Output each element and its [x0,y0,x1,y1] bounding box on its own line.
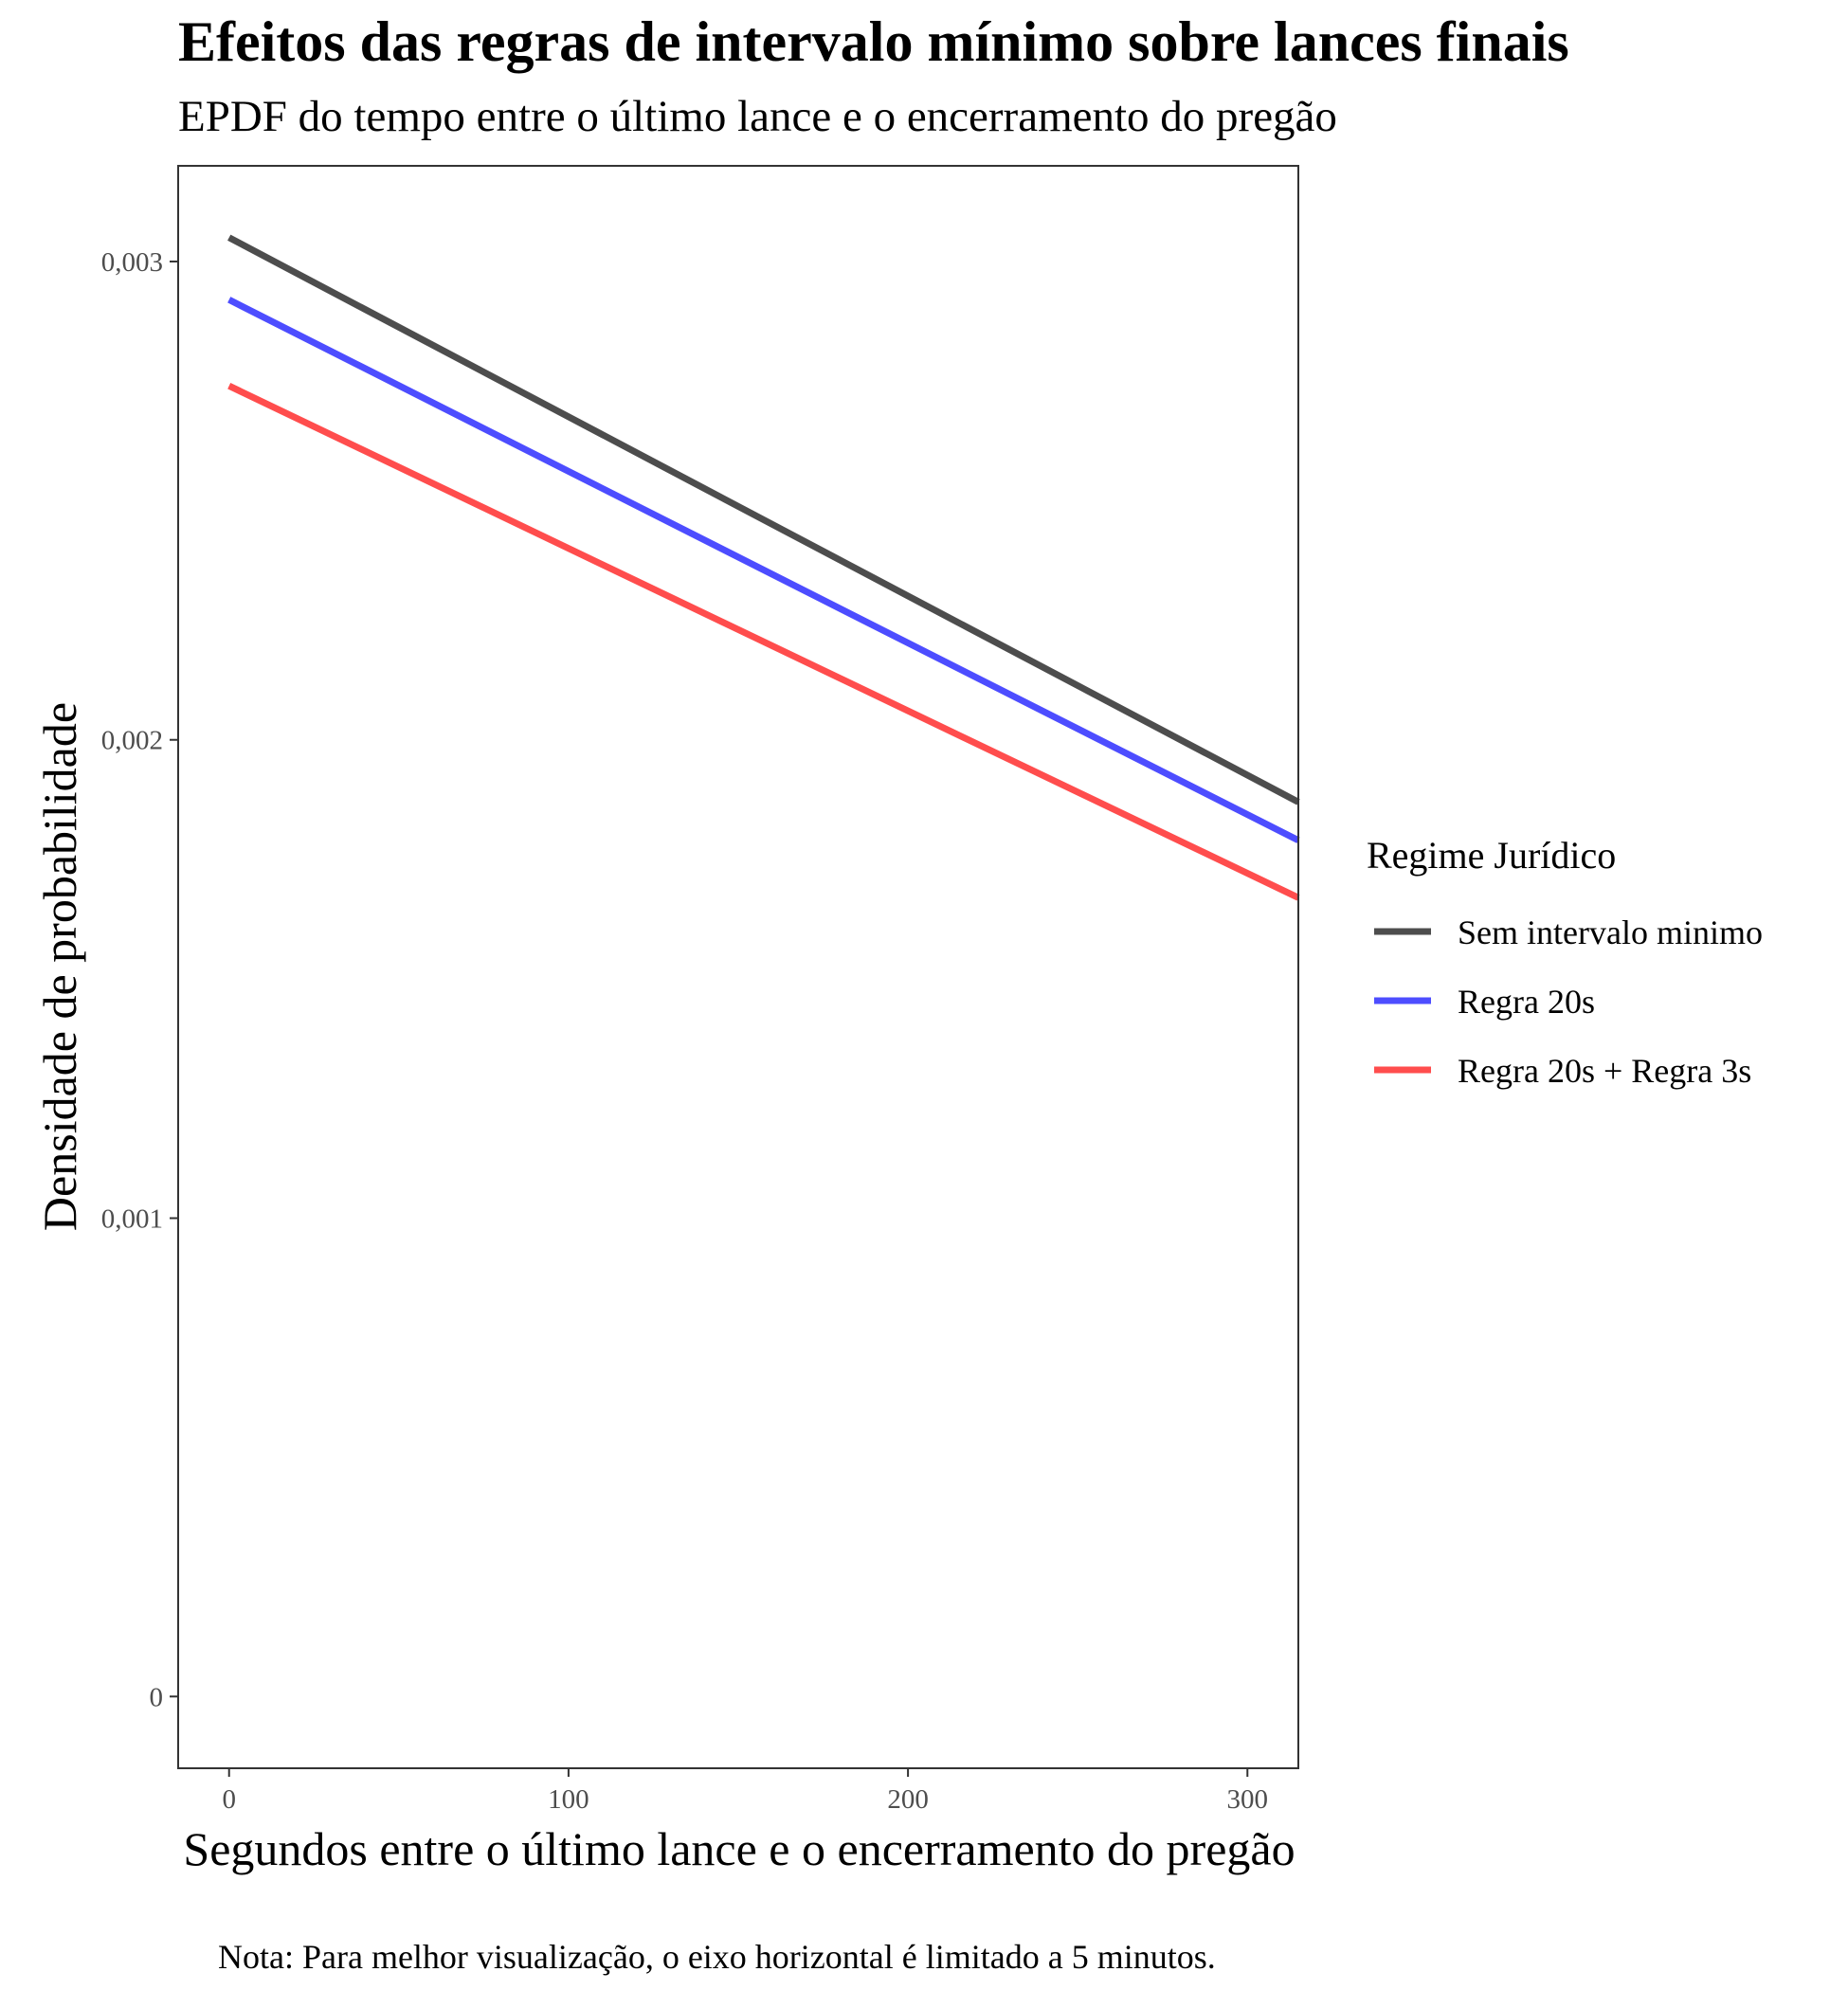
x-tick-label-1: 100 [548,1784,589,1815]
y-tick-label-2: 0,002 [101,726,163,756]
panel-border [177,165,1299,1769]
x-axis-title: Segundos entre o último lance e o encerr… [183,1822,1295,1875]
legend-items: Sem intervalo minimo Regra 20s Regra 20s +… [1374,914,1763,1090]
x-axis: 0 100 200 300 [222,1768,1268,1815]
x-tick-label-2: 200 [887,1784,929,1815]
y-tick-label-3: 0,003 [101,247,163,278]
legend: Regime Jurídico Sem intervalo minimo Regr… [1367,834,1763,1090]
series-line-0 [227,234,1300,805]
legend-label-2: Regra 20s + Regra 3s [1458,1052,1751,1090]
y-tick-label-1: 0,001 [101,1204,163,1235]
y-tick-label-0: 0 [150,1682,164,1712]
legend-label-1: Regra 20s [1458,983,1595,1021]
y-axis-title: Densidade de probabilidade [33,702,86,1231]
series-line-2 [227,383,1300,901]
y-axis: 0 0,001 0,002 0,003 [101,247,178,1712]
x-tick-label-0: 0 [222,1784,236,1815]
legend-label-0: Sem intervalo minimo [1458,914,1763,951]
x-tick-label-3: 300 [1227,1784,1269,1815]
chart-subtitle: EPDF do tempo entre o último lance e o e… [178,92,1337,141]
series-line-1 [227,297,1300,843]
legend-title: Regime Jurídico [1367,834,1616,877]
chart-title: Efeitos das regras de intervalo mínimo s… [178,10,1569,73]
plot-panel [177,165,1300,1769]
chart-caption: Nota: Para melhor visualização, o eixo h… [218,1938,1216,1976]
series-layer [227,234,1300,901]
